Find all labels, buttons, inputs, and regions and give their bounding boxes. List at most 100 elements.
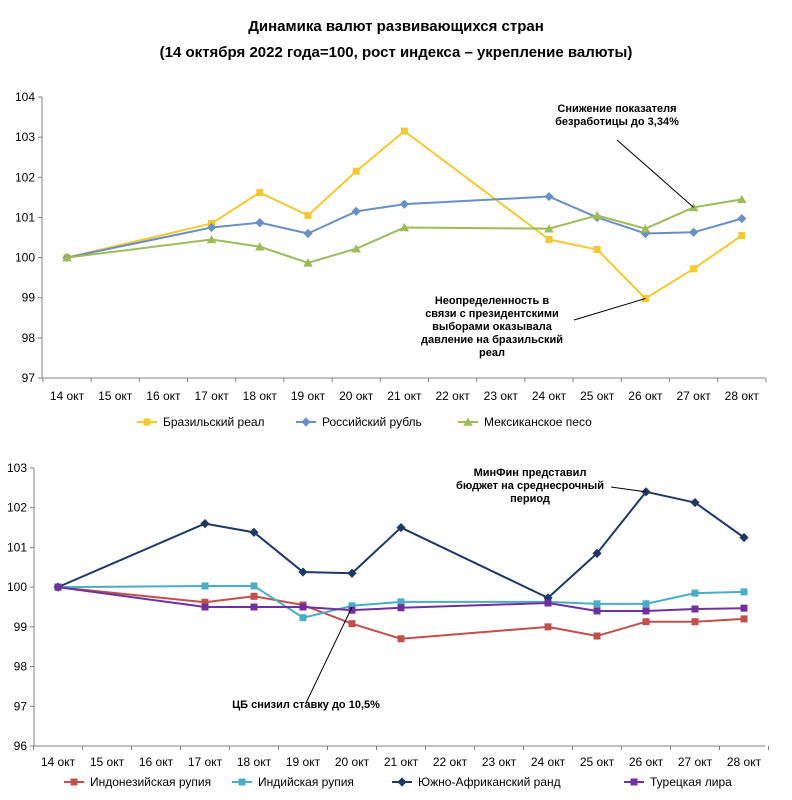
y-tick-label: 100	[7, 580, 27, 594]
legend-label: Российский рубль	[322, 415, 422, 429]
series-line	[57, 490, 745, 599]
x-tick-label: 25 окт	[580, 389, 615, 403]
data-point	[348, 606, 356, 614]
annotation-text: ЦБ снизил ставку до 10,5%	[232, 699, 380, 711]
series-3	[53, 487, 749, 603]
x-tick-label: 15 окт	[90, 755, 125, 769]
legend-marker	[143, 418, 151, 426]
series-1	[54, 583, 748, 643]
x-tick-label: 22 окт	[435, 389, 470, 403]
y-tick-label: 104	[15, 90, 35, 104]
data-point	[299, 603, 307, 611]
y-tick-label: 99	[14, 620, 28, 634]
data-point	[256, 189, 264, 197]
series-line	[57, 586, 745, 640]
annotation-text: реал	[479, 347, 505, 359]
annotation-text: Снижение показателя	[557, 103, 676, 115]
x-tick-label: 17 окт	[194, 389, 229, 403]
x-tick-label: 16 окт	[139, 755, 174, 769]
legend-item: Мексиканское песо	[458, 415, 592, 429]
data-point	[399, 199, 409, 209]
legend-marker	[301, 417, 311, 427]
annotation-leader-line	[616, 139, 694, 208]
chart-title-line-2: (14 октября 2022 года=100, рост индекса …	[159, 44, 633, 61]
x-tick-label: 17 окт	[188, 755, 223, 769]
annotation-text: безработицы до 3,34%	[555, 116, 679, 128]
x-tick-label: 19 окт	[286, 755, 321, 769]
data-point	[396, 522, 406, 533]
x-tick-label: 27 окт	[678, 755, 713, 769]
data-point	[207, 222, 217, 233]
x-tick-label: 18 окт	[237, 755, 272, 769]
data-point	[737, 194, 747, 204]
annotation-leader-line	[305, 606, 353, 704]
chart-1: 97 98 99 100 101 102 103 104 14 окт 15 окт 16 окт 1…	[15, 90, 767, 429]
data-point	[544, 191, 554, 202]
data-point	[62, 253, 72, 262]
legend-marker	[463, 417, 473, 426]
legend-marker	[630, 778, 638, 786]
series-2	[54, 582, 748, 622]
data-point	[642, 600, 650, 608]
annotation-text: связи с президентскими	[425, 308, 559, 320]
data-point	[250, 592, 258, 600]
x-tick-label: 23 окт	[482, 755, 517, 769]
y-tick-label: 96	[14, 739, 28, 753]
data-point	[54, 583, 62, 591]
data-point	[690, 497, 700, 508]
x-tick-label: 23 окт	[484, 389, 519, 403]
data-point	[545, 236, 553, 244]
data-point	[298, 567, 308, 577]
series-1	[63, 127, 746, 303]
x-tick-label: 24 окт	[531, 755, 566, 769]
x-tick-label: 26 окт	[629, 755, 664, 769]
data-point	[348, 602, 356, 610]
data-point	[399, 222, 410, 232]
x-tick-label: 28 окт	[727, 755, 762, 769]
data-point	[397, 598, 405, 606]
x-tick-label: 16 окт	[146, 389, 181, 403]
legend-marker	[70, 778, 78, 786]
data-point	[304, 211, 312, 219]
annotation-text: Неопределенность в	[435, 295, 550, 307]
data-point	[592, 548, 602, 558]
annotation-text: давление на бразильский	[421, 334, 563, 346]
annotation-leader-line	[573, 298, 646, 321]
annotation-leader-line	[610, 486, 647, 493]
data-point	[740, 604, 748, 612]
data-point	[592, 210, 602, 220]
x-tick-label: 28 окт	[725, 389, 760, 403]
x-tick-label: 20 окт	[335, 755, 370, 769]
data-point	[737, 214, 747, 224]
annotation-text: бюджет на среднесрочный	[456, 480, 604, 492]
data-point	[739, 532, 749, 543]
y-tick-label: 103	[7, 461, 27, 475]
data-point	[544, 599, 552, 607]
annotation-text: выборами оказывала	[432, 321, 553, 333]
x-tick-label: 14 окт	[50, 389, 85, 403]
data-point	[593, 632, 601, 640]
x-tick-label: 25 окт	[580, 755, 615, 769]
y-tick-label: 99	[22, 291, 36, 305]
legend-label: Индонезийская рупия	[90, 775, 211, 789]
data-point	[352, 167, 360, 175]
data-point	[255, 218, 265, 228]
series-line	[66, 130, 743, 300]
legend-item: Индийская рупия	[232, 775, 354, 789]
y-tick-label: 97	[14, 699, 28, 713]
x-tick-label: 20 окт	[339, 389, 374, 403]
data-point	[303, 228, 313, 239]
data-point	[351, 206, 361, 217]
annotation: ЦБ снизил ставку до 10,5%	[232, 606, 380, 711]
y-tick-label: 102	[15, 170, 35, 184]
data-point	[250, 582, 258, 590]
legend-item: Южно-Африканский ранд	[392, 775, 561, 789]
data-point	[400, 127, 408, 135]
y-tick-label: 98	[22, 331, 36, 345]
data-point	[691, 589, 699, 597]
y-tick-label: 102	[7, 501, 27, 515]
y-tick-label: 98	[14, 660, 28, 674]
